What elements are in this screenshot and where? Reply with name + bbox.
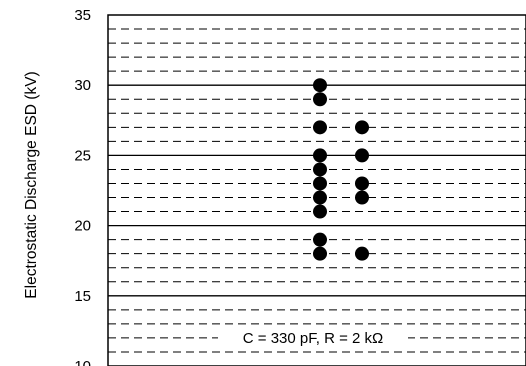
data-point <box>355 148 369 163</box>
y-tick-label: 30 <box>74 77 91 94</box>
data-point <box>313 78 327 93</box>
data-point <box>313 232 327 247</box>
y-tick-label: 25 <box>74 147 91 164</box>
y-tick-label: 10 <box>74 358 91 366</box>
data-point <box>355 190 369 205</box>
data-point <box>313 176 327 191</box>
data-point <box>313 92 327 107</box>
data-point <box>313 204 327 219</box>
data-point <box>313 162 327 177</box>
data-point <box>313 246 327 261</box>
y-tick-label: 35 <box>74 7 91 24</box>
data-points <box>313 78 369 261</box>
y-tick-label: 20 <box>74 218 91 235</box>
grid <box>108 28 526 353</box>
data-point <box>313 148 327 163</box>
y-tick-label: 15 <box>74 288 91 305</box>
data-point <box>313 190 327 205</box>
data-point <box>313 120 327 135</box>
data-point <box>355 176 369 191</box>
y-axis-title: Electrostatic Discharge ESD (kV) <box>23 71 40 298</box>
annotation-label: C = 330 pF, R = 2 kΩ <box>243 330 383 347</box>
data-point <box>355 120 369 135</box>
plot-frame <box>107 14 526 366</box>
annotation-background <box>218 329 408 346</box>
y-tick-labels: 10 15 20 25 30 35 <box>74 7 91 366</box>
data-point <box>355 246 369 261</box>
